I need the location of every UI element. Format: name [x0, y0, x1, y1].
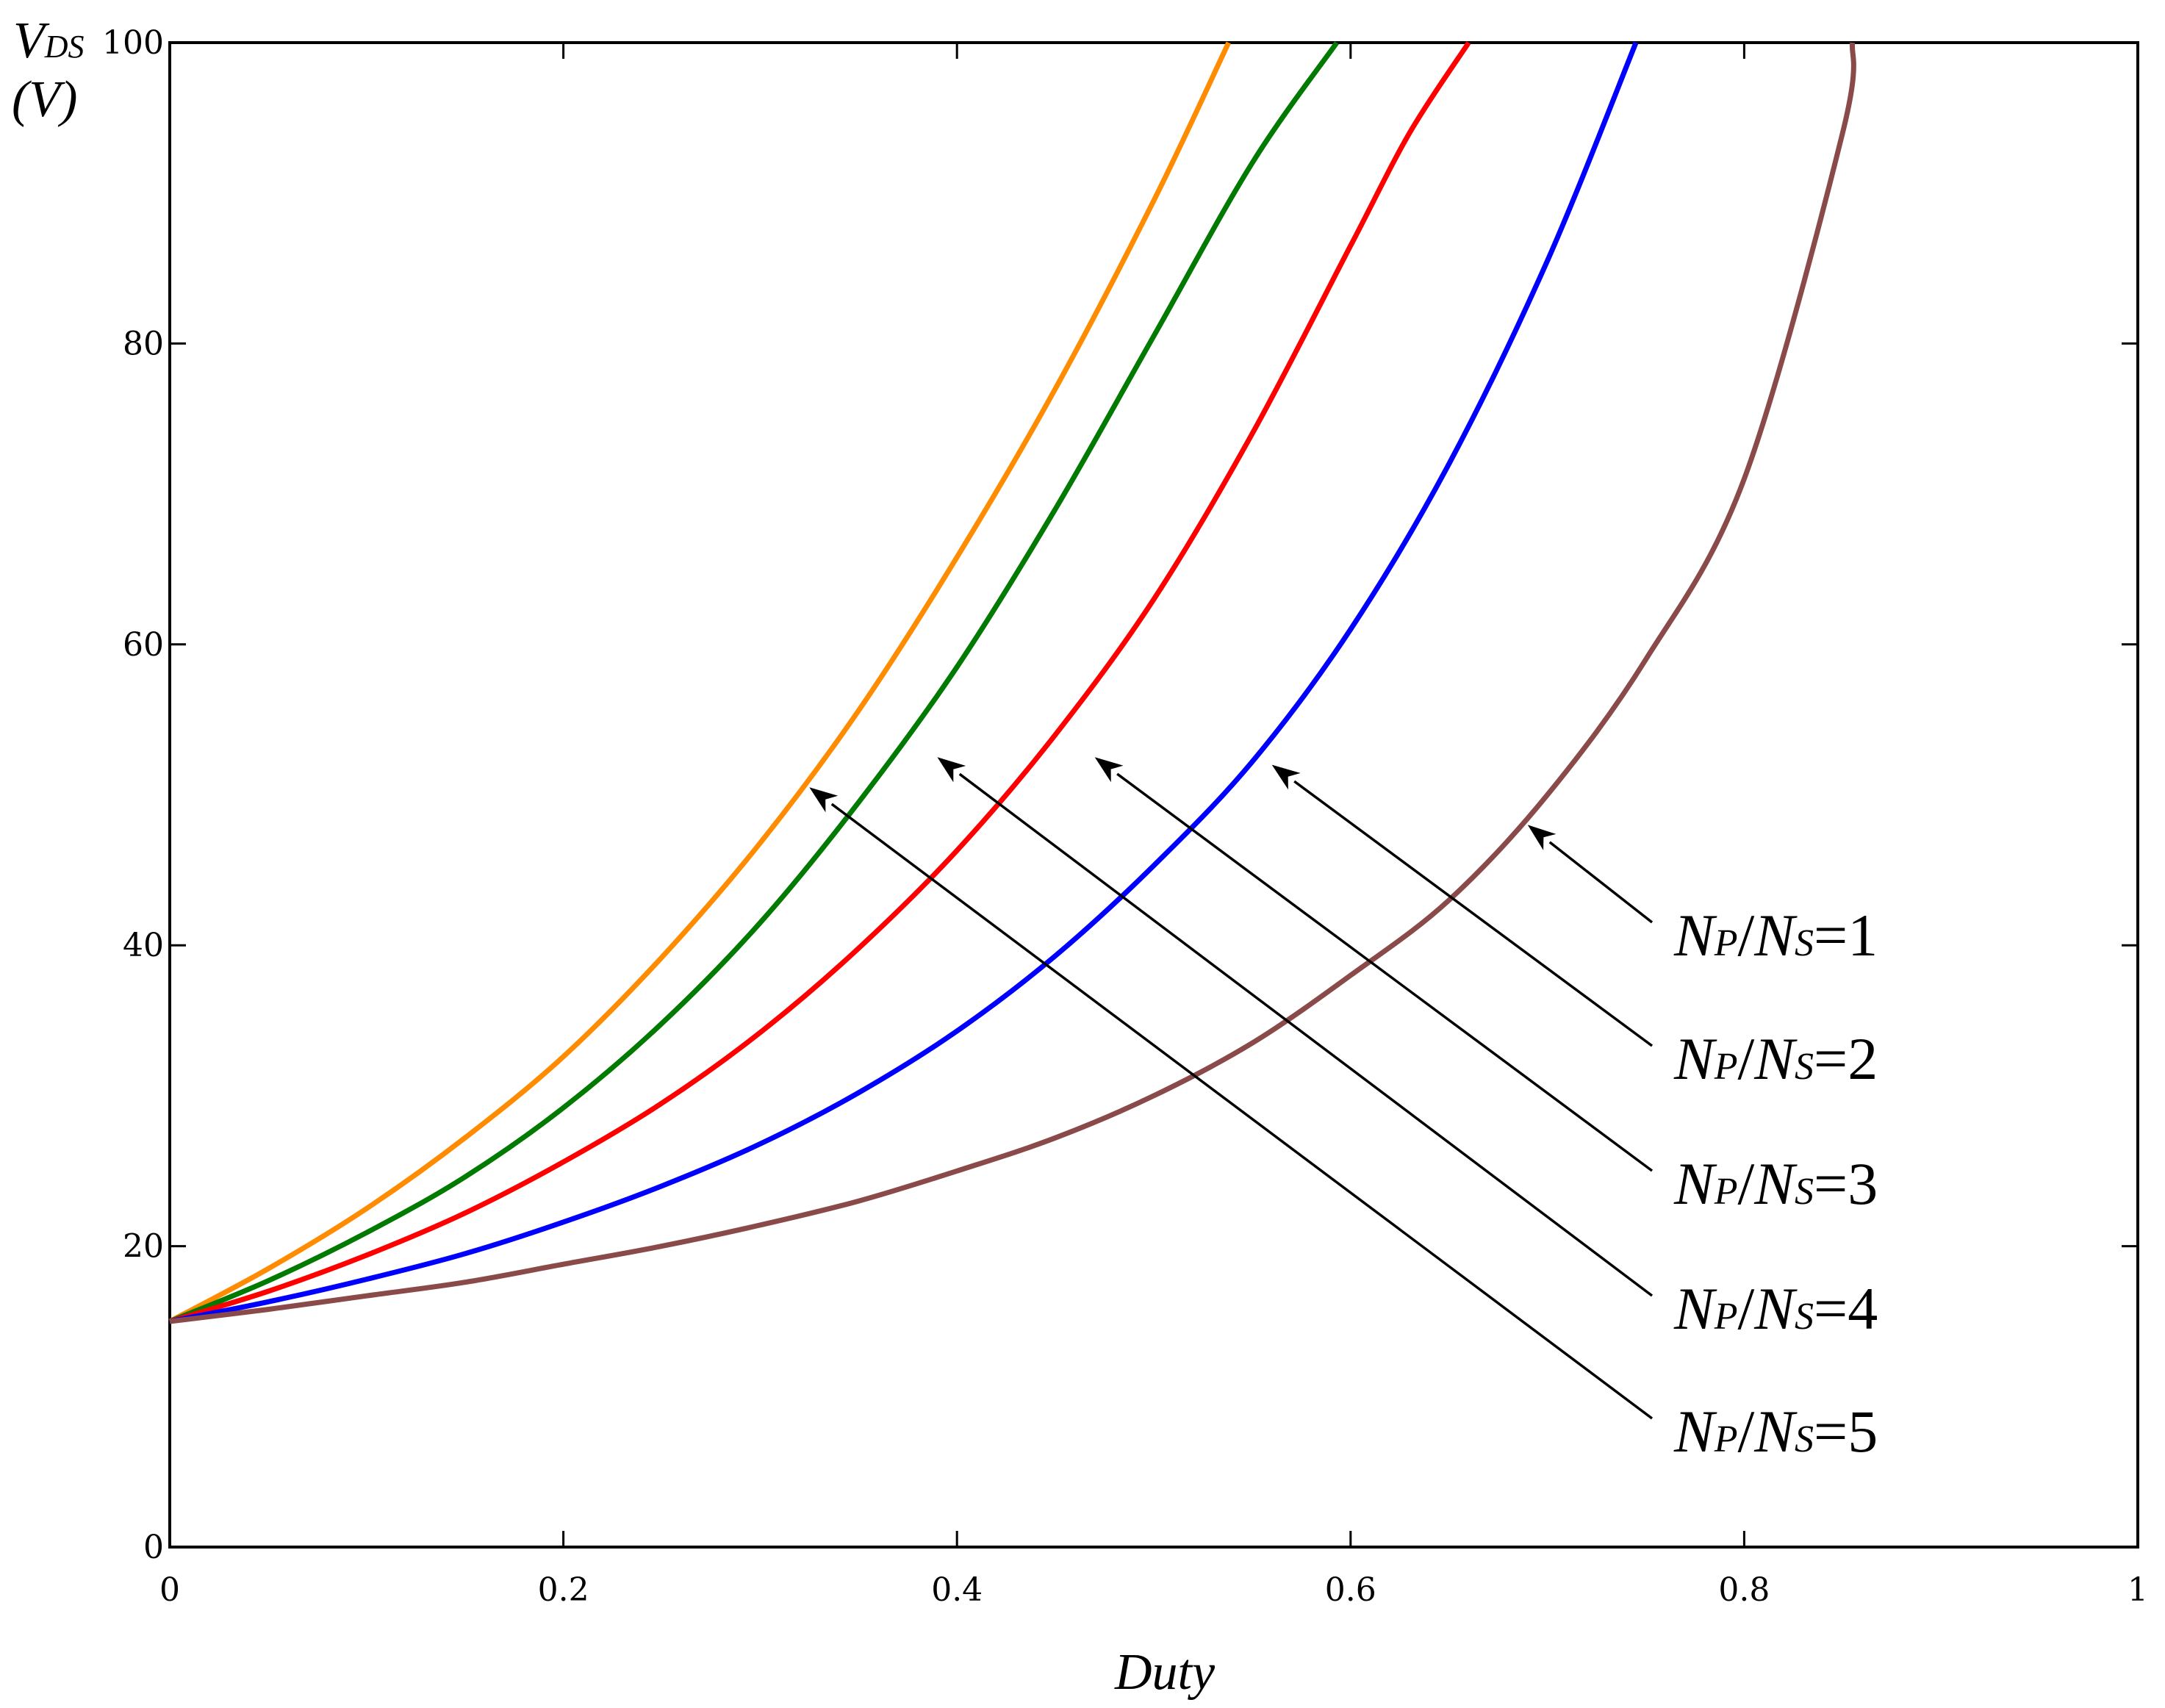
x-tick-label: 0.8	[1718, 1571, 1770, 1609]
x-tick-label: 0.6	[1325, 1571, 1376, 1609]
series-layer	[168, 40, 1856, 1324]
x-tick-label: 1	[2128, 1571, 2148, 1609]
series-label-3: NP/NS=3	[1673, 1150, 1878, 1217]
series-label-2: NP/NS=2	[1673, 1025, 1878, 1092]
series-line-5	[168, 41, 1231, 1324]
plot-frame	[168, 41, 2139, 1549]
x-axis-title: Duty	[1114, 1644, 1216, 1701]
arrow-leader-2	[1293, 780, 1654, 1047]
arrow-head-4	[937, 757, 966, 783]
labels-layer: 0 0.2 0.4 0.6 0.8 1 0 20 40 60 80 100 Duty VDS(V) NP/N…	[12, 12, 2148, 1701]
arrow-leader-5	[830, 803, 1654, 1420]
arrow-leader-4	[958, 772, 1654, 1297]
y-tick-label: 80	[123, 325, 164, 362]
y-axis-unit: (V)	[12, 71, 77, 128]
arrow-leader-3	[1116, 772, 1654, 1172]
series-line-3	[168, 41, 1471, 1324]
axis-ticks	[168, 41, 2139, 1549]
series-line-2	[169, 41, 1639, 1324]
series-label-1: NP/NS=1	[1673, 902, 1878, 969]
series-line-4	[168, 40, 1339, 1324]
y-tick-label: 60	[123, 626, 164, 664]
x-tick-label: 0.4	[931, 1571, 983, 1609]
arrow-head-1	[1527, 825, 1557, 850]
arrow-head-5	[809, 787, 839, 813]
y-tick-label: 20	[123, 1228, 164, 1266]
arrow-leader-1	[1548, 841, 1654, 924]
y-tick-label: 40	[123, 927, 164, 964]
series-line-1	[169, 42, 1856, 1324]
arrow-head-2	[1271, 764, 1301, 790]
x-tick-label: 0.2	[538, 1571, 589, 1609]
series-label-5: NP/NS=5	[1673, 1398, 1878, 1465]
annotation-arrows	[809, 757, 1654, 1420]
x-tick-label: 0	[159, 1571, 180, 1609]
series-label-4: NP/NS=4	[1673, 1275, 1878, 1342]
y-tick-label: 100	[102, 24, 164, 62]
arrow-head-3	[1094, 757, 1124, 783]
y-tick-label: 0	[143, 1529, 164, 1566]
y-axis-title: VDS	[13, 12, 85, 69]
